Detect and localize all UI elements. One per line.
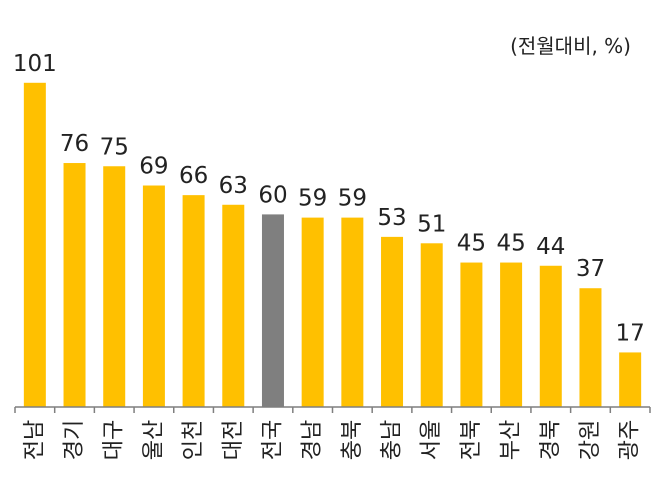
value-label-16: 17 bbox=[616, 320, 645, 346]
bar-2 bbox=[63, 163, 86, 407]
category-label-6: 대전 bbox=[221, 420, 246, 460]
bar-12 bbox=[460, 262, 483, 407]
value-label-7: 60 bbox=[258, 182, 287, 208]
value-label-15: 37 bbox=[576, 256, 605, 282]
bar-10 bbox=[381, 236, 404, 407]
category-label-9: 충북 bbox=[340, 420, 365, 460]
value-labels-group: 101 76 75 69 66 63 60 59 59 53 51 45 45 44 37 17 bbox=[13, 51, 645, 347]
category-label-11: 서울 bbox=[419, 420, 444, 460]
value-label-1: 101 bbox=[13, 51, 57, 77]
bar-11 bbox=[420, 243, 443, 407]
value-label-5: 66 bbox=[179, 163, 208, 189]
category-label-13: 부산 bbox=[499, 420, 524, 460]
bar-4 bbox=[142, 185, 165, 407]
value-label-3: 75 bbox=[100, 134, 129, 160]
category-label-12: 전북 bbox=[459, 420, 484, 460]
category-label-3: 대구 bbox=[102, 420, 127, 460]
value-label-2: 76 bbox=[60, 131, 89, 157]
bar-7 bbox=[261, 214, 284, 407]
value-label-14: 44 bbox=[536, 234, 565, 260]
category-label-8: 경남 bbox=[300, 420, 325, 460]
category-label-1: 전남 bbox=[22, 420, 47, 460]
category-label-14: 경북 bbox=[538, 420, 563, 460]
bar-14 bbox=[539, 265, 562, 407]
category-label-4: 울산 bbox=[141, 420, 166, 460]
value-label-4: 69 bbox=[139, 154, 168, 180]
unit-note: (전월대비, %) bbox=[510, 34, 631, 58]
value-label-11: 51 bbox=[417, 211, 446, 237]
category-label-2: 경기 bbox=[62, 420, 87, 460]
bars-group bbox=[23, 82, 642, 407]
x-axis bbox=[14, 406, 651, 413]
bar-13 bbox=[500, 262, 523, 407]
value-label-13: 45 bbox=[496, 231, 525, 257]
bar-6 bbox=[222, 204, 245, 407]
value-label-6: 63 bbox=[219, 173, 248, 199]
category-label-10: 충남 bbox=[380, 420, 405, 460]
value-label-10: 53 bbox=[377, 205, 406, 231]
bar-9 bbox=[341, 217, 364, 407]
bar-16 bbox=[619, 352, 642, 407]
bar-5 bbox=[182, 195, 205, 407]
category-label-16: 광주 bbox=[618, 420, 643, 460]
bar-15 bbox=[579, 288, 602, 407]
category-label-7: 전국 bbox=[260, 420, 285, 460]
value-label-9: 59 bbox=[338, 186, 367, 212]
value-label-8: 59 bbox=[298, 186, 327, 212]
category-labels-group: 전남 경기 대구 울산 인천 대전 전국 경남 충북 충남 서울 전북 부산 경북 강원 광주 bbox=[22, 420, 642, 460]
value-label-12: 45 bbox=[457, 231, 486, 257]
bar-1 bbox=[23, 82, 46, 407]
bar-3 bbox=[103, 166, 126, 407]
category-label-5: 인천 bbox=[181, 420, 206, 460]
bar-8 bbox=[301, 217, 324, 407]
category-label-15: 강원 bbox=[578, 420, 603, 460]
